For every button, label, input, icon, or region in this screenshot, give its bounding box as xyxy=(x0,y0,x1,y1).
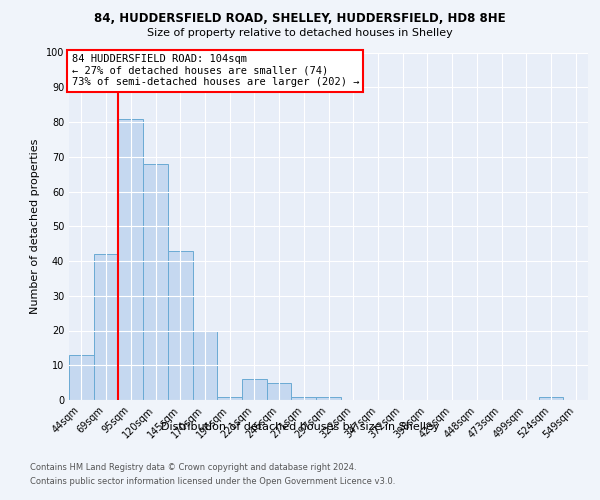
Text: 84 HUDDERSFIELD ROAD: 104sqm
← 27% of detached houses are smaller (74)
73% of se: 84 HUDDERSFIELD ROAD: 104sqm ← 27% of de… xyxy=(71,54,359,88)
Bar xyxy=(539,396,563,400)
Bar xyxy=(118,118,143,400)
Y-axis label: Number of detached properties: Number of detached properties xyxy=(30,138,40,314)
Bar xyxy=(267,382,292,400)
Bar xyxy=(316,396,341,400)
Bar xyxy=(193,330,217,400)
Bar xyxy=(292,396,316,400)
Text: Contains public sector information licensed under the Open Government Licence v3: Contains public sector information licen… xyxy=(30,478,395,486)
Bar xyxy=(143,164,168,400)
Bar xyxy=(69,355,94,400)
Bar xyxy=(242,379,267,400)
Bar xyxy=(168,250,193,400)
Bar xyxy=(217,396,242,400)
Text: Size of property relative to detached houses in Shelley: Size of property relative to detached ho… xyxy=(147,28,453,38)
Text: 84, HUDDERSFIELD ROAD, SHELLEY, HUDDERSFIELD, HD8 8HE: 84, HUDDERSFIELD ROAD, SHELLEY, HUDDERSF… xyxy=(94,12,506,26)
Bar xyxy=(94,254,118,400)
Text: Contains HM Land Registry data © Crown copyright and database right 2024.: Contains HM Land Registry data © Crown c… xyxy=(30,462,356,471)
Text: Distribution of detached houses by size in Shelley: Distribution of detached houses by size … xyxy=(161,422,439,432)
